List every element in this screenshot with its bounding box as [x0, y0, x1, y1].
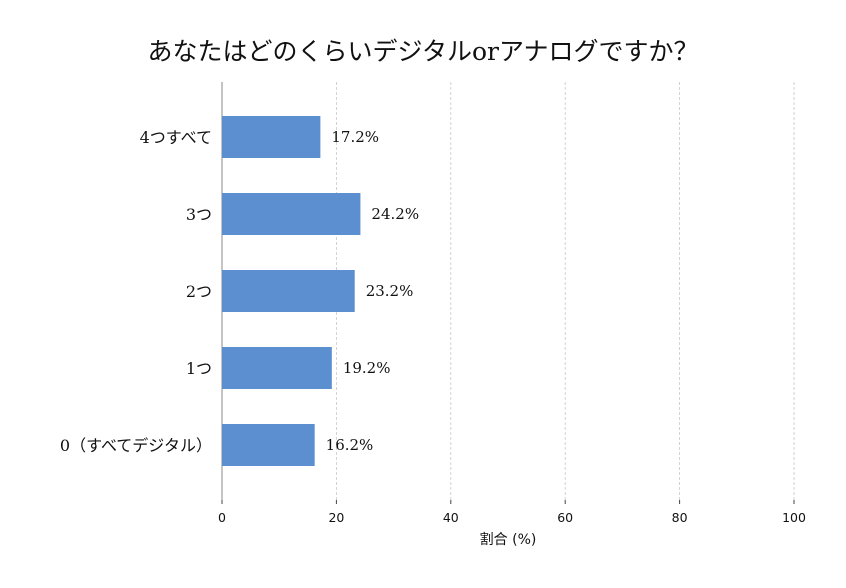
- x-tick-label: 80: [672, 510, 688, 525]
- category-label: 3つ: [186, 205, 212, 224]
- chart-title: あなたはどのくらいデジタルorアナログですか？: [147, 37, 698, 66]
- category-label: 0（すべてデジタル）: [60, 436, 212, 455]
- bars: [222, 116, 361, 466]
- bar: [222, 347, 332, 389]
- x-tick-label: 60: [557, 510, 573, 525]
- x-tick-label: 0: [218, 510, 226, 525]
- bar: [222, 424, 315, 466]
- bar: [222, 270, 355, 312]
- data-label: 24.2%: [371, 205, 419, 223]
- x-tick-label: 20: [328, 510, 344, 525]
- bar: [222, 193, 361, 235]
- data-label: 23.2%: [366, 282, 414, 300]
- category-label: 1つ: [186, 359, 212, 378]
- category-label: 2つ: [186, 282, 212, 301]
- x-tick-label: 100: [782, 510, 806, 525]
- x-ticks: 0 20 40 60 80 100: [218, 500, 806, 525]
- data-label: 19.2%: [343, 359, 391, 377]
- category-labels: 4つすべて 3つ 2つ 1つ 0（すべてデジタル）: [60, 128, 212, 455]
- category-label: 4つすべて: [140, 128, 212, 147]
- x-axis-label: 割合 (%): [480, 531, 537, 548]
- data-label: 16.2%: [326, 436, 374, 454]
- bar: [222, 116, 321, 158]
- data-label: 17.2%: [331, 128, 379, 146]
- data-labels: 17.2% 24.2% 23.2% 19.2% 16.2%: [326, 128, 419, 454]
- x-tick-label: 40: [443, 510, 459, 525]
